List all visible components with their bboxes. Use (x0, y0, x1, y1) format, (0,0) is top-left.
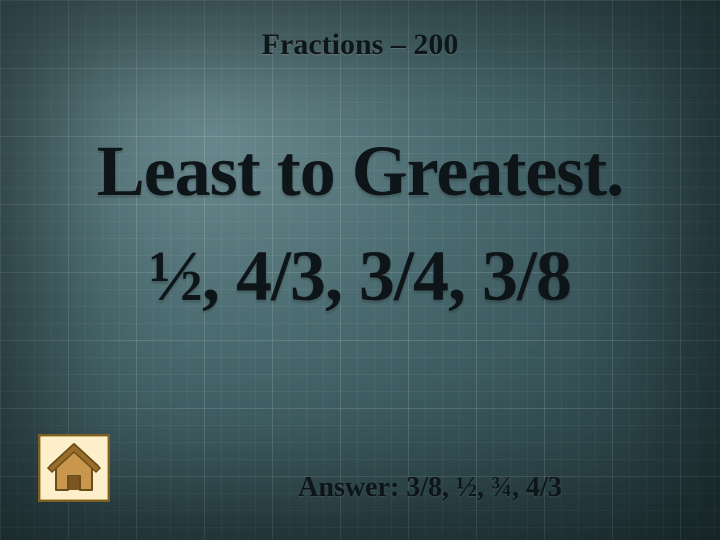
home-icon (38, 434, 110, 502)
slide-background: Fractions – 200 Least to Greatest. ½, 4/… (0, 0, 720, 540)
question-line-1: Least to Greatest. (0, 130, 720, 213)
question-line-2: ½, 4/3, 3/4, 3/8 (0, 235, 720, 318)
home-button[interactable] (38, 434, 110, 502)
slide-title: Fractions – 200 (0, 28, 720, 62)
